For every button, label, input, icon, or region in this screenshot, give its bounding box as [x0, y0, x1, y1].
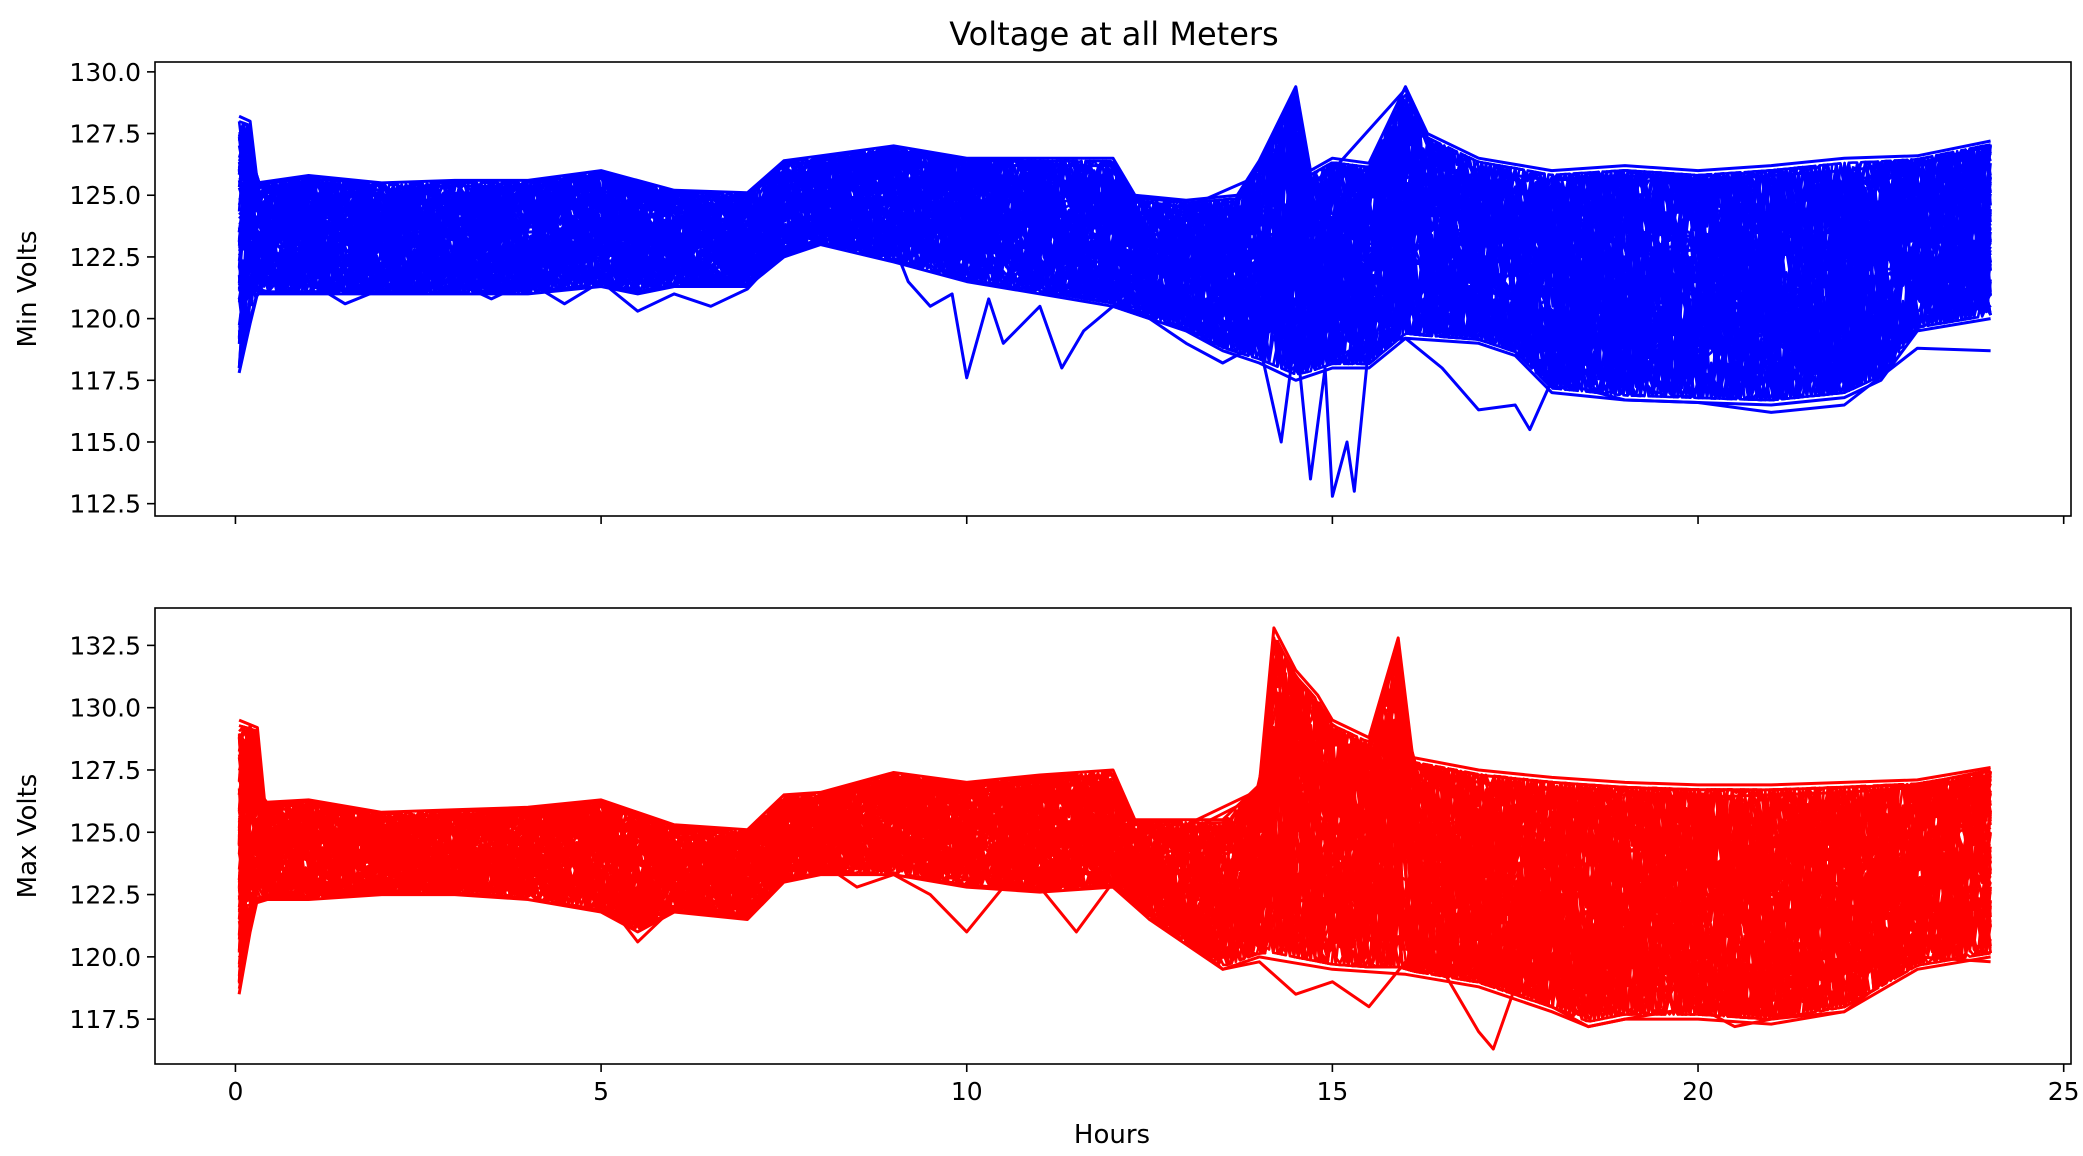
y-tick-label: 125.0 — [69, 818, 141, 847]
meter-series-line — [237, 723, 1991, 837]
y-tick-label: 130.0 — [69, 694, 141, 723]
min-volts-subplot: 112.5 115.0 117.5 120.0 122.5 125.0 127.5 130.0… — [13, 58, 2072, 524]
min-volts-y-ticks: 112.5 115.0 117.5 120.0 122.5 125.0 127.5 130.0 — [69, 58, 155, 519]
y-tick-label: 130.0 — [69, 58, 141, 87]
x-tick-label: 10 — [951, 1077, 983, 1106]
y-tick-label: 120.0 — [69, 943, 141, 972]
meter-envelope-line — [237, 243, 1991, 407]
meter-envelope-line — [238, 85, 1991, 202]
x-tick-label: 25 — [2048, 1077, 2080, 1106]
max-volts-traces — [237, 626, 1992, 1051]
min-volts-ylabel: Min Volts — [13, 230, 43, 347]
y-tick-label: 115.0 — [69, 428, 141, 457]
y-tick-label: 120.0 — [69, 305, 141, 334]
y-tick-label: 132.5 — [69, 631, 141, 660]
x-axis-label: Hours — [1074, 1120, 1150, 1150]
meter-series-line — [238, 818, 1991, 897]
max-volts-x-ticks: 0 5 10 15 20 25 — [227, 1064, 2080, 1106]
max-volts-subplot: 117.5 120.0 122.5 125.0 127.5 130.0 132.5 0 5 10… — [13, 607, 2080, 1106]
max-volts-ylabel: Max Volts — [13, 774, 43, 899]
meter-series-line — [238, 93, 1992, 232]
meter-series-line — [237, 164, 1991, 233]
meter-series-line — [237, 93, 1992, 235]
y-tick-label: 122.5 — [69, 881, 141, 910]
min-volts-axes-frame — [154, 61, 2072, 517]
min-volts-traces — [237, 85, 1992, 498]
x-tick-label: 15 — [1316, 1077, 1348, 1106]
meter-envelope-line — [237, 873, 1991, 1029]
y-tick-label: 117.5 — [69, 1005, 141, 1034]
max-volts-y-ticks: 117.5 120.0 122.5 125.0 127.5 130.0 132.5 — [69, 631, 155, 1034]
meter-series-line — [237, 636, 1991, 845]
y-tick-label: 127.5 — [69, 756, 141, 785]
x-tick-label: 0 — [227, 1077, 243, 1106]
y-tick-label: 117.5 — [69, 366, 141, 395]
min-volts-x-ticks — [234, 516, 2065, 524]
x-tick-label: 20 — [1682, 1077, 1714, 1106]
y-tick-label: 125.0 — [69, 181, 141, 210]
y-tick-label: 112.5 — [69, 490, 141, 519]
x-tick-label: 5 — [593, 1077, 609, 1106]
max-volts-axes-frame — [154, 607, 2072, 1065]
chart-title: Voltage at all Meters — [949, 15, 1278, 53]
meter-series-line — [239, 218, 1991, 296]
meter-series-line — [237, 211, 1992, 385]
y-tick-label: 122.5 — [69, 243, 141, 272]
meter-envelope-line — [238, 626, 1991, 832]
meter-series-line — [237, 87, 1991, 210]
y-tick-label: 127.5 — [69, 120, 141, 149]
meter-series-line — [238, 193, 1991, 259]
